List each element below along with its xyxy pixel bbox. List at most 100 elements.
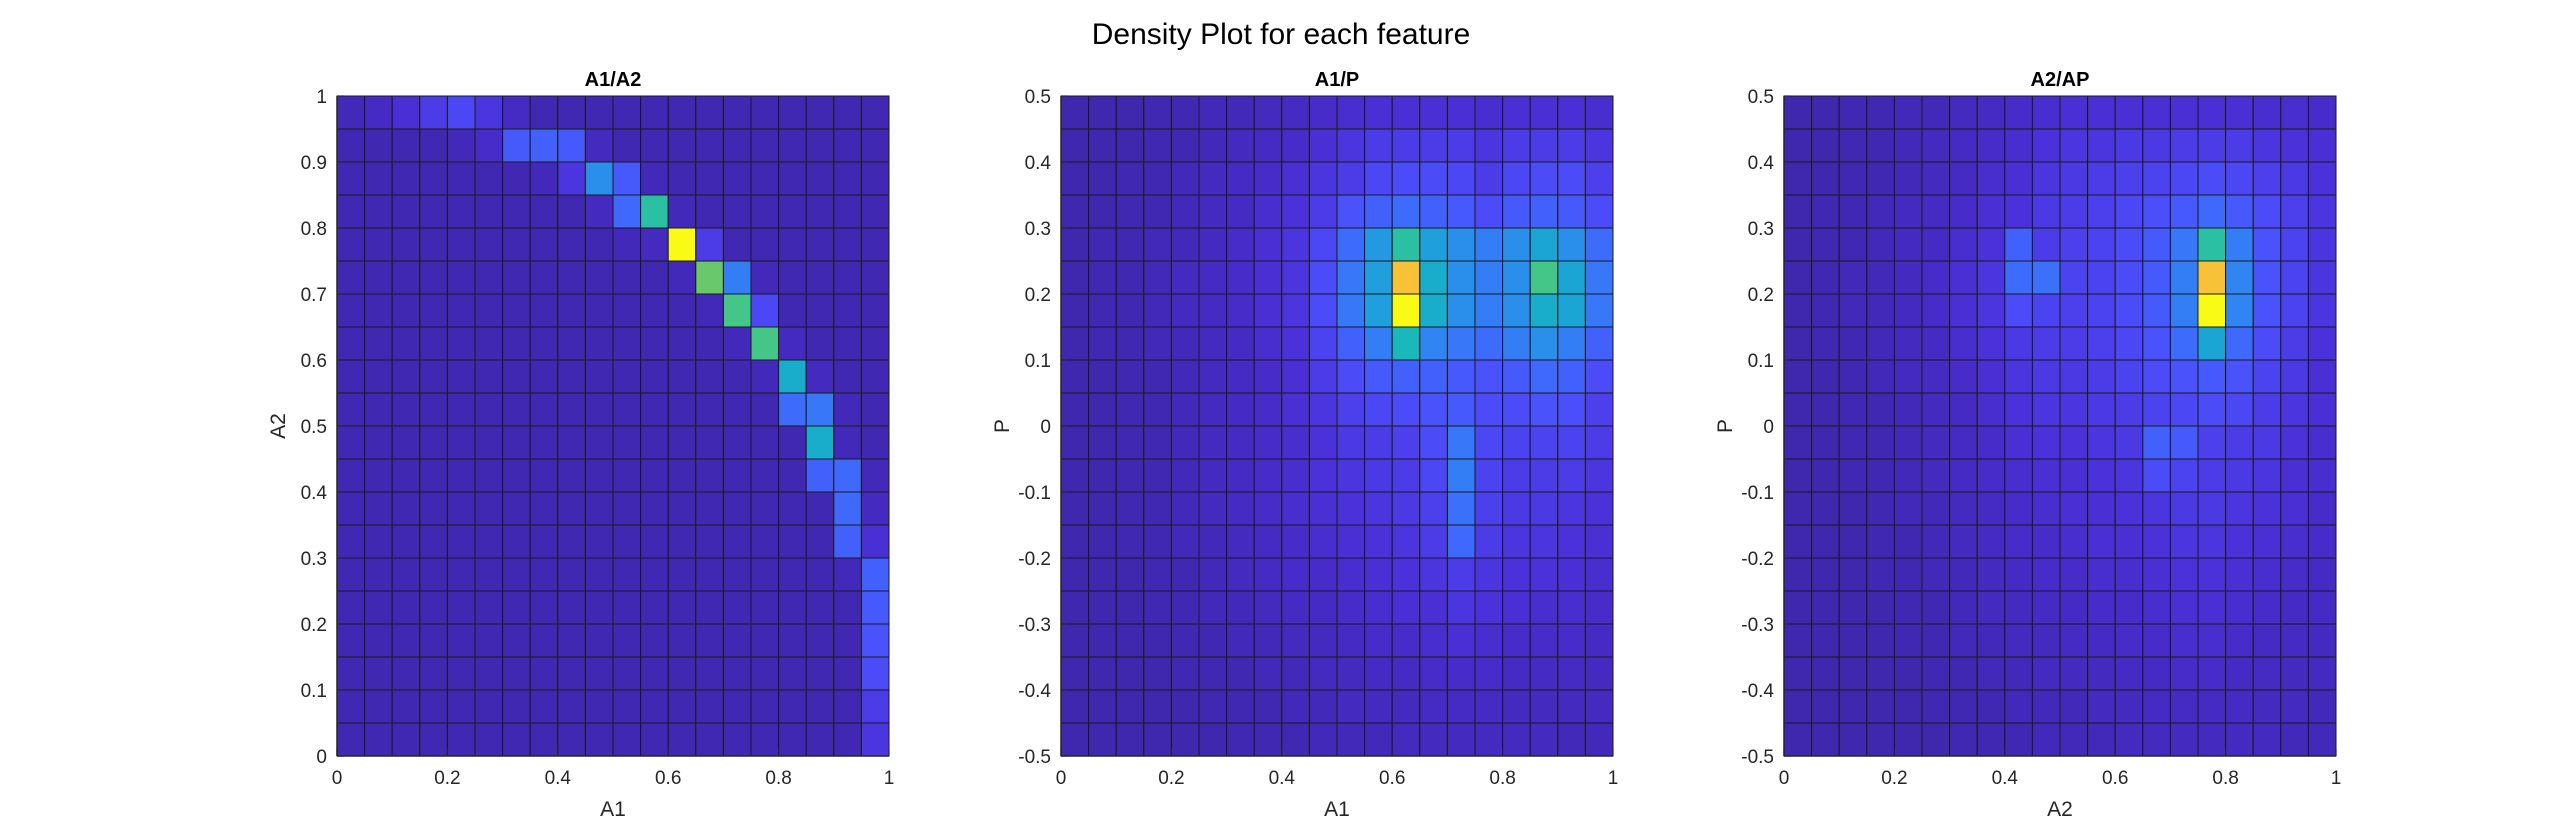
heatmap-cell xyxy=(612,161,642,196)
heatmap-cell xyxy=(1170,293,1200,328)
heatmap-cell xyxy=(2280,425,2309,460)
heatmap-cell xyxy=(1811,359,1840,394)
heatmap-cell xyxy=(695,689,724,724)
heatmap-cell xyxy=(557,458,586,493)
heatmap-cell xyxy=(1474,557,1504,592)
heatmap-cell xyxy=(557,689,586,724)
heatmap-cell xyxy=(2031,656,2061,691)
heatmap-cell xyxy=(1502,161,1531,196)
heatmap-cell xyxy=(2225,95,2254,130)
heatmap-cell xyxy=(1838,722,1868,757)
heatmap-cell xyxy=(1226,293,1255,328)
heatmap-cell xyxy=(2059,359,2089,394)
heatmap-cell xyxy=(1226,722,1255,757)
heatmap-cell xyxy=(1502,392,1531,427)
heatmap-cell xyxy=(1893,623,1923,658)
heatmap-cell xyxy=(529,260,559,295)
heatmap-cell xyxy=(2225,722,2254,757)
heatmap-cell xyxy=(1893,260,1923,295)
heatmap-cell xyxy=(640,95,669,130)
heatmap-cell xyxy=(695,722,724,757)
heatmap-cell xyxy=(667,293,697,328)
heatmap-cell xyxy=(1446,194,1476,229)
heatmap-cell xyxy=(1502,722,1531,757)
heatmap-cell xyxy=(2197,590,2227,625)
heatmap-cell xyxy=(1198,194,1228,229)
heatmap-cell xyxy=(778,524,807,559)
heatmap-cell xyxy=(2169,689,2199,724)
heatmap-cell xyxy=(2280,128,2309,163)
heatmap-cell xyxy=(640,260,669,295)
heatmap-cell xyxy=(419,425,448,460)
heatmap-cell xyxy=(1446,161,1476,196)
heatmap-cell xyxy=(1529,425,1559,460)
heatmap-cell xyxy=(2031,590,2061,625)
heatmap-cell xyxy=(391,458,421,493)
heatmap-cell xyxy=(474,590,504,625)
heatmap-cell xyxy=(584,425,614,460)
heatmap-cell xyxy=(1866,722,1895,757)
heatmap-cell xyxy=(1976,656,2006,691)
heatmap-cell xyxy=(722,557,752,592)
heatmap-cell xyxy=(2004,491,2033,526)
heatmap-cell xyxy=(1557,128,1586,163)
heatmap-cell xyxy=(1893,128,1923,163)
heatmap-cell xyxy=(557,557,586,592)
heatmap-cell xyxy=(805,722,835,757)
heatmap-cell xyxy=(860,557,890,592)
heatmap-cell xyxy=(1115,590,1145,625)
heatmap-cell xyxy=(667,392,697,427)
heatmap-cell xyxy=(2169,359,2199,394)
heatmap-cell xyxy=(2307,359,2337,394)
x-tick-label: 0.2 xyxy=(1158,768,1184,789)
heatmap-cell xyxy=(2307,590,2337,625)
heatmap-cell xyxy=(805,590,835,625)
heatmap-cell xyxy=(1226,557,1255,592)
heatmap-cell xyxy=(1336,194,1366,229)
heatmap-cell xyxy=(1474,95,1504,130)
heatmap-cell xyxy=(2307,227,2337,262)
heatmap-cell xyxy=(1226,326,1255,361)
heatmap-cell xyxy=(2252,722,2282,757)
heatmap-cell xyxy=(2114,326,2144,361)
heatmap-cell xyxy=(1281,194,1310,229)
x-tick-label: 0.8 xyxy=(765,768,791,789)
heatmap-cell xyxy=(1088,491,1117,526)
heatmap-cell xyxy=(1115,392,1145,427)
heatmap-cell xyxy=(1893,590,1923,625)
heatmap-cell xyxy=(336,359,366,394)
heatmap-cell xyxy=(722,194,752,229)
heatmap-cell xyxy=(1253,95,1283,130)
heatmap-cell xyxy=(1446,392,1476,427)
panels: 0 0.2 0.4 0.6 0.8 100.10.20.30.40.50.60.70.80… xyxy=(267,69,2341,821)
heatmap-cell xyxy=(1060,128,1090,163)
heatmap-cell xyxy=(1308,689,1338,724)
heatmap-cell xyxy=(2142,293,2171,328)
heatmap-cell xyxy=(1838,491,1868,526)
y-tick-label: -0.1 xyxy=(1018,483,1051,504)
heatmap-cell xyxy=(336,161,366,196)
heatmap-cell xyxy=(1474,722,1504,757)
heatmap-cell xyxy=(1446,293,1476,328)
figure-title: Density Plot for each feature xyxy=(1092,18,1471,51)
y-tick-label: -0.4 xyxy=(1018,681,1051,702)
heatmap-cell xyxy=(1226,623,1255,658)
heatmap-cell xyxy=(833,458,862,493)
heatmap-cell xyxy=(2280,392,2309,427)
heatmap-cell xyxy=(1949,557,1978,592)
heatmap-cell xyxy=(667,128,697,163)
heatmap-cell xyxy=(1893,293,1923,328)
heatmap-cell xyxy=(1446,722,1476,757)
heatmap-cell xyxy=(1226,161,1255,196)
heatmap-cell xyxy=(860,293,890,328)
heatmap-cell xyxy=(1170,689,1200,724)
heatmap-cell xyxy=(1364,392,1393,427)
heatmap-cell xyxy=(750,656,780,691)
heatmap-cell xyxy=(1419,491,1448,526)
heatmap-cell xyxy=(419,656,448,691)
heatmap-cell xyxy=(1170,656,1200,691)
heatmap-cell xyxy=(529,392,559,427)
heatmap-cell xyxy=(1893,722,1923,757)
heatmap-cell xyxy=(778,359,807,394)
heatmap-cell xyxy=(364,623,393,658)
